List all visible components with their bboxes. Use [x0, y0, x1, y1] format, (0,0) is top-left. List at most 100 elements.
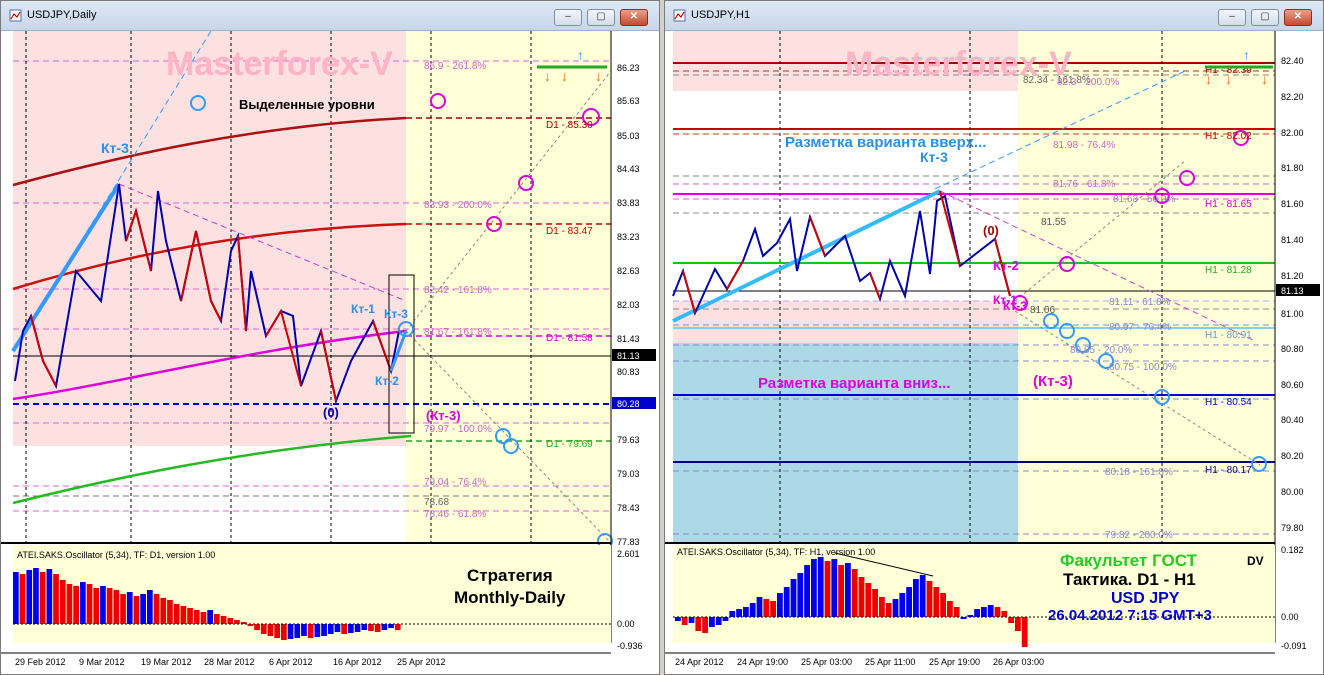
- oscillator-bar: [13, 572, 19, 624]
- level-label: H1 - 80.54: [1205, 397, 1252, 408]
- oscillator-bar: [321, 624, 327, 636]
- kt3-paren-label: (Кт-3): [426, 408, 461, 423]
- svg-text:86.23: 86.23: [617, 63, 640, 73]
- oscillator-bar: [688, 617, 695, 623]
- oscillator-bar: [892, 599, 899, 617]
- h1-window-titlebar[interactable]: USDJPY,H1 – ▢ ✕: [665, 1, 1323, 31]
- level-label: H1 - 80.91: [1205, 330, 1252, 341]
- fib-label: 82.42 - 161.8%: [424, 285, 492, 296]
- oscillator-bar: [749, 603, 756, 617]
- oscillator-bar: [770, 601, 776, 617]
- svg-text:-0.936: -0.936: [617, 641, 643, 651]
- zero-label: (0): [323, 405, 339, 420]
- time-axis: 24 Apr 2012 24 Apr 19:00 25 Apr 03:00 25…: [675, 657, 1044, 667]
- oscillator-bar: [783, 587, 790, 617]
- svg-text:78.43: 78.43: [617, 503, 640, 513]
- svg-text:24 Apr 2012: 24 Apr 2012: [675, 657, 724, 667]
- oscillator-bar: [33, 568, 39, 624]
- oscillator-bar: [947, 601, 953, 617]
- minimize-button[interactable]: –: [554, 9, 582, 26]
- oscillator-bar: [394, 624, 401, 630]
- level-label: H1 - 81.28: [1205, 265, 1252, 276]
- close-button[interactable]: ✕: [620, 9, 648, 26]
- time-axis: 29 Feb 2012 9 Mar 2012 19 Mar 2012 28 Ma…: [15, 657, 446, 667]
- pair-label: USD JPY: [1111, 590, 1180, 607]
- oscillator-bar: [260, 624, 267, 634]
- svg-text:↓: ↓: [1261, 71, 1268, 87]
- oscillator-bar: [73, 586, 79, 624]
- fib-label: 80.18 - 161.8%: [1105, 467, 1173, 478]
- svg-text:81.60: 81.60: [1281, 199, 1304, 209]
- svg-text:24 Apr 19:00: 24 Apr 19:00: [737, 657, 788, 667]
- watermark: Masterforex-V: [845, 45, 1072, 83]
- oscillator-bar: [899, 593, 906, 617]
- svg-text:28 Mar 2012: 28 Mar 2012: [204, 657, 255, 667]
- oscillator-bar: [120, 594, 126, 624]
- level-label: D1 - 83.47: [546, 226, 593, 237]
- oscillator-bar: [879, 597, 885, 617]
- svg-text:79.63: 79.63: [617, 435, 640, 445]
- oscillator-bar: [681, 617, 688, 625]
- oscillator-bar: [885, 603, 892, 617]
- kt1-label: Кт-1: [351, 302, 375, 316]
- minimize-button[interactable]: –: [1218, 9, 1246, 26]
- oscillator-bar: [294, 624, 301, 638]
- oscillator-bar: [106, 588, 113, 624]
- strategy-line2: Monthly-Daily: [454, 588, 566, 607]
- maximize-button[interactable]: ▢: [1251, 9, 1279, 26]
- oscillator-bars: [13, 568, 401, 640]
- kt3-top-label: Кт-3: [101, 140, 129, 156]
- oscillator-bar: [254, 624, 260, 630]
- oscillator-bar: [913, 579, 919, 617]
- oscillator-bar: [193, 610, 200, 624]
- oscillator-bar: [933, 587, 940, 617]
- close-button[interactable]: ✕: [1284, 9, 1312, 26]
- oscillator-bar: [227, 618, 234, 624]
- up-variant-label: Разметка варианта вверх...: [785, 134, 986, 151]
- svg-text:80.20: 80.20: [1281, 451, 1304, 461]
- oscillator-title: ATEI.SAKS.Oscillator (5,34), TF: H1, ver…: [677, 547, 875, 557]
- yellow-zone: [1018, 31, 1275, 543]
- fib-label: 78.46 - 61.8%: [424, 509, 486, 520]
- oscillator-bar: [381, 624, 388, 630]
- oscillator-bar: [729, 611, 736, 617]
- daily-chart-canvas[interactable]: Masterforex-V Выделенные уровни Кт-3 Кт-…: [1, 31, 659, 675]
- oscillator-bar: [926, 581, 933, 617]
- fib-label: 81.06: [1030, 305, 1055, 316]
- svg-text:↓: ↓: [1225, 71, 1232, 87]
- svg-text:25 Apr 19:00: 25 Apr 19:00: [929, 657, 980, 667]
- h1-chart-canvas[interactable]: Masterforex-V Разметка варианта вверх...…: [665, 31, 1323, 675]
- oscillator-bar: [743, 607, 749, 617]
- daily-window-titlebar[interactable]: USDJPY,Daily – ▢ ✕: [1, 1, 659, 31]
- svg-text:26 Apr 03:00: 26 Apr 03:00: [993, 657, 1044, 667]
- oscillator-bar: [247, 624, 254, 626]
- oscillator-bar: [845, 563, 851, 617]
- oscillator-bar: [301, 624, 307, 636]
- h1-chart-window[interactable]: USDJPY,H1 – ▢ ✕: [664, 0, 1324, 675]
- oscillator-bar: [93, 588, 100, 624]
- oscillator-bar: [267, 624, 274, 636]
- maximize-button[interactable]: ▢: [587, 9, 615, 26]
- oscillator-bar: [1021, 617, 1028, 647]
- oscillator-bar: [797, 573, 804, 617]
- daily-chart-window[interactable]: USDJPY,Daily – ▢ ✕: [0, 0, 660, 675]
- kt3b-label: Кт-3: [1003, 299, 1027, 313]
- svg-text:25 Apr 11:00: 25 Apr 11:00: [865, 657, 915, 667]
- fib-label: 79.82 - 200.0%: [1105, 530, 1173, 541]
- signal-arrows: ↑ ↓ ↓ ↓: [537, 47, 607, 84]
- oscillator-bar: [960, 617, 967, 619]
- signal-arrows: ↑ ↓ ↓ ↓: [1205, 47, 1273, 87]
- oscillator-bar: [341, 624, 347, 634]
- oscillator-bar: [906, 587, 912, 617]
- price-axis: 82.40 82.20 82.00 81.80 81.60 81.40 81.2…: [1281, 56, 1304, 533]
- svg-text:83.83: 83.83: [617, 198, 640, 208]
- svg-text:80.60: 80.60: [1281, 380, 1304, 390]
- oscillator-bar: [113, 590, 120, 624]
- svg-text:81.00: 81.00: [1281, 309, 1304, 319]
- svg-text:↓: ↓: [544, 68, 551, 84]
- svg-text:0.00: 0.00: [1281, 612, 1299, 622]
- svg-text:29 Feb 2012: 29 Feb 2012: [15, 657, 66, 667]
- svg-text:82.20: 82.20: [1281, 92, 1304, 102]
- oscillator-bar: [307, 624, 314, 638]
- oscillator-bars: [675, 557, 1028, 647]
